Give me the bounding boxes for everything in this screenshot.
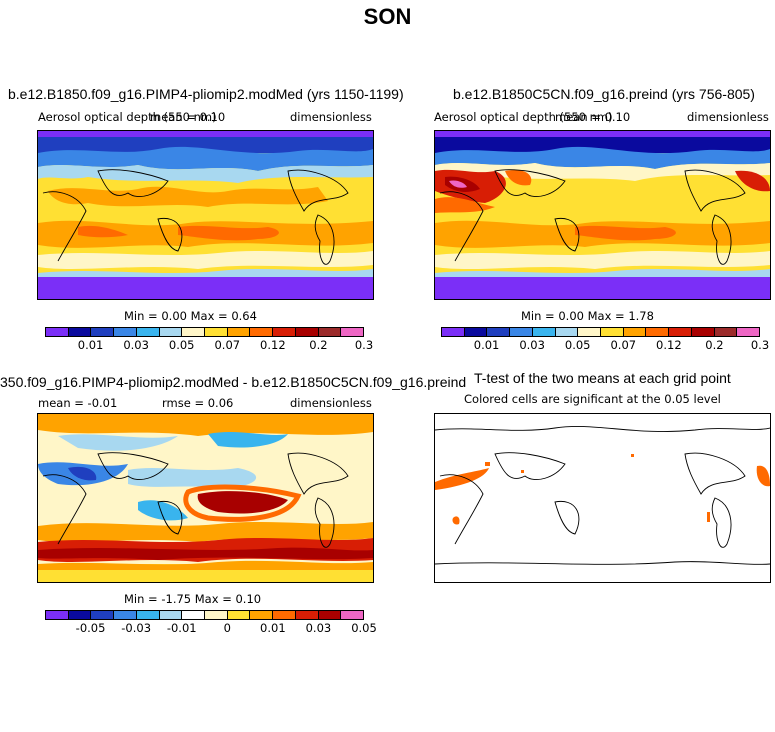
colorbar-swatch: [68, 328, 92, 336]
colorbar-swatch: [532, 328, 556, 336]
rmse-label-difference: rmse = 0.06: [162, 396, 234, 410]
min-max-preind: Min = 0.00 Max = 1.78: [521, 309, 654, 323]
colorbar-swatch: [205, 611, 228, 619]
map-ttest-significance: [434, 413, 771, 583]
colorbar-tick-label: 0.05: [564, 338, 591, 352]
colorbar-swatch: [295, 328, 319, 336]
colorbar-swatch: [601, 328, 624, 336]
colorbar-tick-label: 0.05: [168, 338, 195, 352]
colorbar-swatch: [114, 611, 137, 619]
colorbar-swatch: [341, 611, 364, 619]
colorbar-tick-label: 0.03: [123, 338, 149, 352]
colorbar-swatch: [737, 328, 760, 336]
colorbar-swatch: [295, 611, 319, 619]
colorbar-swatch: [114, 328, 137, 336]
colorbar-model: [45, 327, 364, 337]
units-label-preind: dimensionless: [687, 110, 769, 124]
colorbar-tick-label: 0.3: [750, 338, 770, 352]
colorbar-tick-label: 0.2: [309, 338, 328, 352]
colorbar-tick-label: 0.01: [77, 338, 104, 352]
colorbar-swatch: [227, 328, 251, 336]
panel-title-difference: 350.f09_g16.PIMP4-pliomip2.modMed - b.e1…: [0, 374, 467, 390]
mean-label-difference: mean = -0.01: [38, 396, 118, 410]
colorbar-swatch: [91, 328, 115, 336]
units-label-model: dimensionless: [290, 110, 372, 124]
colorbar-swatch: [227, 611, 251, 619]
min-max-model: Min = 0.00 Max = 0.64: [124, 309, 257, 323]
colorbar-swatch: [341, 328, 364, 336]
colorbar-swatch: [623, 328, 647, 336]
colorbar-tick-label: 0.03: [519, 338, 545, 352]
mean-label-preind: mean = 0.10: [555, 110, 631, 124]
colorbar-tick-label: 0.2: [705, 338, 724, 352]
panel-title-ttest: T-test of the two means at each grid poi…: [474, 370, 731, 386]
colorbar-tick-label: 0.12: [656, 338, 682, 352]
colorbar-swatch: [691, 328, 715, 336]
variable-label-model: Aerosol optical depth (550 nm): [38, 110, 217, 124]
colorbar-swatch: [273, 328, 296, 336]
colorbar-tick-label: 0: [223, 621, 231, 635]
map-preind-aod: [434, 130, 771, 300]
colorbar-swatch: [182, 328, 206, 336]
colorbar-swatch: [68, 611, 92, 619]
colorbar-swatch: [91, 611, 115, 619]
colorbar-swatch: [250, 611, 274, 619]
colorbar-swatch: [442, 328, 465, 336]
colorbar-swatch: [555, 328, 579, 336]
colorbar-tick-label: -0.01: [166, 621, 197, 635]
colorbar-tick-label: 0.12: [260, 338, 286, 352]
colorbar-tick-label: 0.07: [214, 338, 241, 352]
panel-title-model: b.e12.B1850.f09_g16.PIMP4-pliomip2.modMe…: [8, 86, 404, 102]
colorbar-swatch: [182, 611, 206, 619]
units-label-difference: dimensionless: [290, 396, 372, 410]
colorbar-tick-label: -0.05: [75, 621, 106, 635]
colorbar-swatch: [669, 328, 692, 336]
colorbar-swatch: [273, 611, 296, 619]
colorbar-tick-label: 0.01: [260, 621, 286, 635]
colorbar-swatch: [250, 328, 274, 336]
variable-label-preind: Aerosol optical depth (550 nm): [434, 110, 613, 124]
map-model-aod: [37, 130, 374, 300]
min-max-difference: Min = -1.75 Max = 0.10: [124, 592, 262, 606]
ttest-subtitle: Colored cells are significant at the 0.0…: [464, 392, 721, 406]
colorbar-tick-label: 0.03: [305, 621, 332, 635]
colorbar-swatch: [136, 328, 160, 336]
map-difference: [37, 413, 374, 583]
colorbar-swatch: [159, 611, 183, 619]
colorbar-swatch: [205, 328, 228, 336]
colorbar-swatch: [646, 328, 670, 336]
colorbar-swatch: [464, 328, 488, 336]
colorbar-tick-label: -0.03: [121, 621, 152, 635]
colorbar-swatch: [714, 328, 738, 336]
colorbar-tick-label: 0.07: [610, 338, 637, 352]
colorbar-difference: [45, 610, 364, 620]
colorbar-tick-label: 0.3: [354, 338, 374, 352]
colorbar-swatch: [159, 328, 183, 336]
season-title: SON: [363, 4, 412, 29]
mean-label-model: mean = 0.10: [150, 110, 226, 124]
colorbar-swatch: [318, 611, 342, 619]
colorbar-tick-label: 0.05: [351, 621, 377, 635]
colorbar-swatch: [510, 328, 533, 336]
panel-title-preind: b.e12.B1850C5CN.f09_g16.preind (yrs 756-…: [453, 86, 755, 102]
colorbar-swatch: [318, 328, 342, 336]
colorbar-difference-labels: -0.05 -0.03 -0.01 0 0.01 0.03 0.05: [45, 621, 377, 637]
colorbar-preind-labels: 0.01 0.03 0.05 0.07 0.12 0.2 0.3: [441, 338, 769, 354]
colorbar-model-labels: 0.01 0.03 0.05 0.07 0.12 0.2 0.3: [45, 338, 373, 354]
colorbar-swatch: [578, 328, 602, 336]
colorbar-swatch: [46, 328, 69, 336]
colorbar-preind: [441, 327, 760, 337]
colorbar-swatch: [487, 328, 511, 336]
colorbar-tick-label: 0.01: [473, 338, 500, 352]
colorbar-swatch: [136, 611, 160, 619]
colorbar-swatch: [46, 611, 69, 619]
